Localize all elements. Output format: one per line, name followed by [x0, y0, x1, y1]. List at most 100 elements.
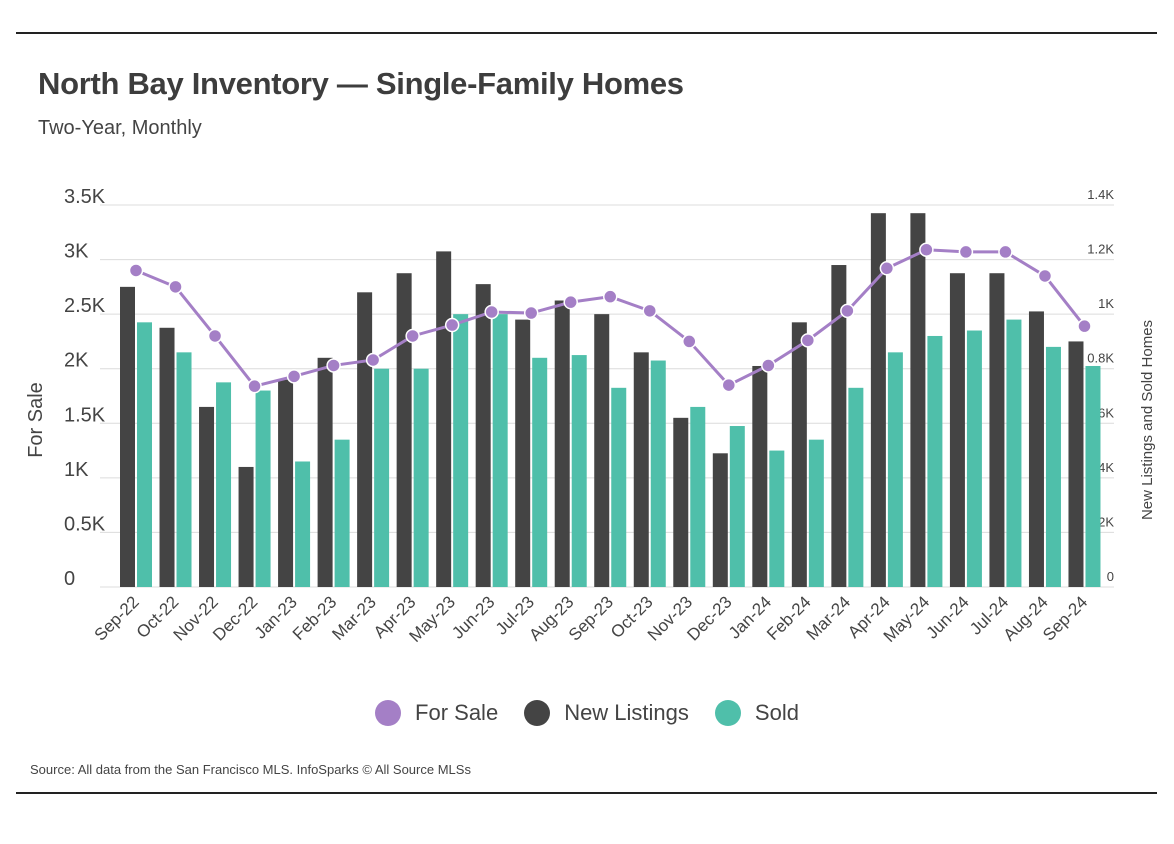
chart-subtitle: Two-Year, Monthly: [38, 117, 202, 139]
left-tick-label: 0.5K: [64, 513, 106, 535]
new-listings-bar: [159, 327, 175, 587]
sold-bar: [532, 357, 548, 587]
new-listings-bar: [278, 379, 294, 587]
legend: For Sale New Listings Sold: [0, 700, 1174, 726]
for-sale-point: [800, 333, 816, 348]
new-listings-bar: [910, 213, 926, 587]
x-tick-label: Dec-23: [683, 592, 735, 644]
for-sale-point: [563, 294, 578, 310]
sold-bar: [176, 352, 192, 587]
sold-bar: [848, 387, 864, 587]
new-listings-bar: [436, 251, 452, 587]
legend-item-new-listings[interactable]: New Listings: [524, 700, 689, 726]
for-sale-point: [840, 303, 855, 319]
new-listings-bar: [238, 466, 254, 587]
source-note: Source: All data from the San Francisco …: [30, 762, 471, 777]
new-listings-bar: [949, 273, 965, 587]
for-sale-point: [247, 378, 262, 394]
new-listings-bar: [396, 273, 412, 587]
for-sale-point: [879, 261, 895, 276]
x-tick-label: Sep-24: [1039, 592, 1091, 644]
legend-label-new-listings: New Listings: [564, 700, 689, 725]
sold-bar: [571, 355, 587, 587]
for-sale-point: [761, 358, 776, 373]
for-sale-line-series: [128, 242, 1092, 394]
for-sale-point: [721, 377, 737, 393]
sold-bar: [729, 426, 745, 587]
left-tick-label: 2K: [64, 350, 89, 372]
left-axis-title: For Sale: [25, 382, 47, 458]
for-sale-point: [168, 279, 183, 295]
sold-bar: [216, 382, 232, 587]
for-sale-point: [405, 328, 420, 344]
x-tick-label: Dec-22: [209, 592, 261, 644]
new-listings-bar: [357, 292, 373, 587]
sold-swatch-icon: [714, 700, 741, 726]
left-tick-label: 2.5K: [64, 295, 106, 317]
sold-bar: [887, 352, 903, 587]
x-tick-label: Jun-24: [923, 592, 973, 642]
new-listings-bar: [554, 300, 570, 587]
sold-bar: [966, 330, 982, 587]
new-listings-bar: [475, 284, 491, 587]
x-tick-label: Mar-24: [803, 592, 855, 644]
new-listings-bar: [673, 417, 689, 587]
for-sale-point: [919, 242, 934, 257]
new-listings-bar: [633, 352, 649, 587]
for-sale-point: [1077, 318, 1092, 334]
sold-bar: [492, 314, 508, 587]
sold-bar: [1006, 319, 1022, 587]
sold-bar: [295, 461, 311, 587]
legend-item-sold[interactable]: Sold: [714, 700, 799, 726]
for-sale-swatch-icon: [375, 700, 402, 726]
sold-bar: [334, 439, 350, 587]
x-axis-ticks: Sep-22Oct-22Nov-22Dec-22Jan-23Feb-23Mar-…: [91, 592, 1092, 646]
right-axis-title: New Listings and Sold Homes: [1139, 320, 1156, 520]
new-listings-bar: [831, 265, 847, 587]
x-tick-label: Mar-23: [328, 592, 380, 644]
new-listings-bar: [1068, 341, 1084, 587]
new-listings-bar: [870, 213, 886, 587]
sold-bar: [137, 322, 152, 587]
new-listings-bar: [317, 357, 333, 587]
new-listings-bar: [791, 322, 807, 587]
left-tick-label: 3K: [64, 241, 89, 263]
new-listings-swatch-icon: [524, 700, 551, 726]
new-listings-bar: [199, 406, 215, 587]
for-sale-point: [444, 317, 460, 333]
legend-item-for-sale[interactable]: For Sale: [375, 700, 498, 726]
sold-bar: [453, 314, 469, 587]
sold-bar: [650, 360, 666, 587]
for-sale-point: [484, 304, 499, 320]
sold-bar: [927, 335, 943, 587]
for-sale-point: [523, 305, 539, 321]
left-tick-label: 0: [64, 568, 75, 590]
right-tick-label: 1.2K: [1087, 242, 1114, 257]
for-sale-point: [365, 352, 381, 368]
right-tick-label: 0: [1107, 569, 1114, 584]
sold-bar: [413, 368, 429, 587]
bottom-rule: [16, 792, 1157, 794]
new-listings-bar: [515, 319, 531, 587]
x-tick-label: Jun-23: [448, 592, 498, 642]
sold-bar: [690, 406, 706, 587]
for-sale-point: [682, 334, 697, 349]
right-tick-label: 1K: [1098, 296, 1114, 311]
sold-bar: [374, 368, 390, 587]
new-listings-bar: [120, 286, 135, 587]
for-sale-point: [286, 369, 302, 384]
x-tick-label: Feb-23: [289, 592, 341, 644]
for-sale-point: [642, 303, 658, 319]
new-listings-bar: [594, 314, 610, 587]
for-sale-point: [1037, 268, 1053, 284]
chart-title: North Bay Inventory — Single-Family Home…: [38, 66, 684, 101]
legend-label-sold: Sold: [754, 700, 799, 725]
x-tick-label: Sep-22: [91, 592, 143, 644]
new-listings-bar: [989, 273, 1005, 587]
new-listings-bar: [712, 453, 728, 587]
left-tick-label: 3.5K: [64, 186, 106, 208]
new-listings-bar: [1028, 311, 1044, 587]
for-sale-point: [998, 244, 1013, 260]
legend-label-for-sale: For Sale: [415, 700, 499, 725]
